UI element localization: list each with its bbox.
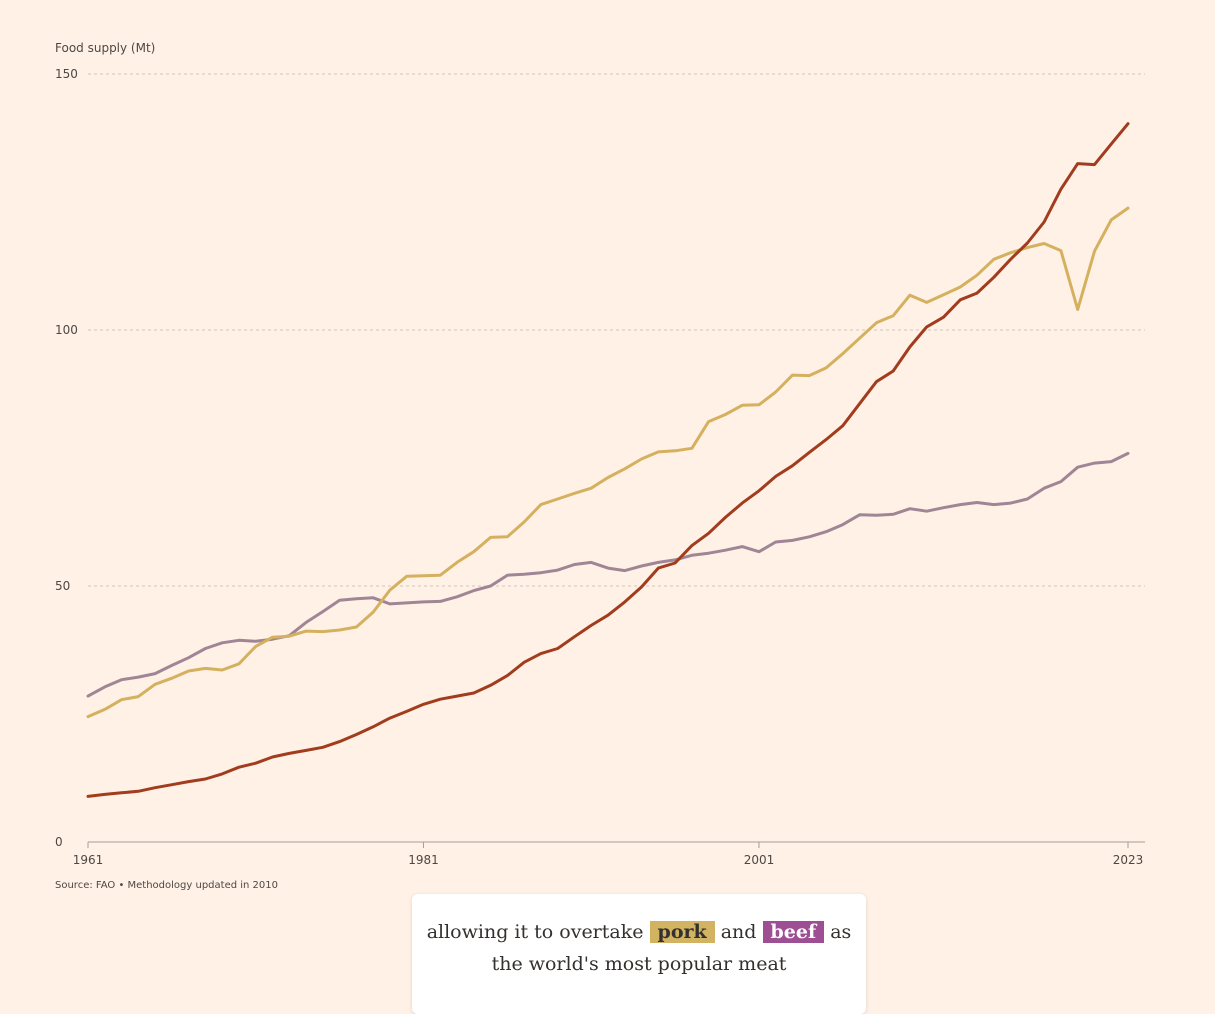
caption-and: and (721, 921, 757, 943)
x-tick-label: 1981 (408, 853, 439, 867)
caption-text-start: allowing it to overtake (427, 921, 644, 943)
y-axis-label: Food supply (Mt) (55, 41, 155, 55)
pork-highlight: pork (650, 921, 715, 943)
caption-text-line2: the world's most popular meat (492, 953, 787, 975)
series-lines (88, 124, 1128, 797)
y-tick-label: 100 (55, 323, 78, 337)
series-line-chicken (88, 124, 1128, 797)
x-tick-label: 2023 (1113, 853, 1144, 867)
x-axis: 1961 1981 2001 2023 (73, 842, 1145, 867)
y-tick-label: 50 (55, 579, 70, 593)
y-tick-label: 0 (55, 835, 63, 849)
beef-highlight: beef (763, 921, 825, 943)
x-tick-label: 2001 (744, 853, 775, 867)
caption-card: allowing it to overtake pork and beef as… (412, 894, 866, 1014)
source-note: Source: FAO • Methodology updated in 201… (55, 880, 278, 891)
y-tick-label: 150 (55, 67, 78, 81)
gridlines: 0 50 100 150 (55, 67, 1145, 849)
caption-as: as (830, 921, 851, 943)
x-tick-label: 1961 (73, 853, 104, 867)
